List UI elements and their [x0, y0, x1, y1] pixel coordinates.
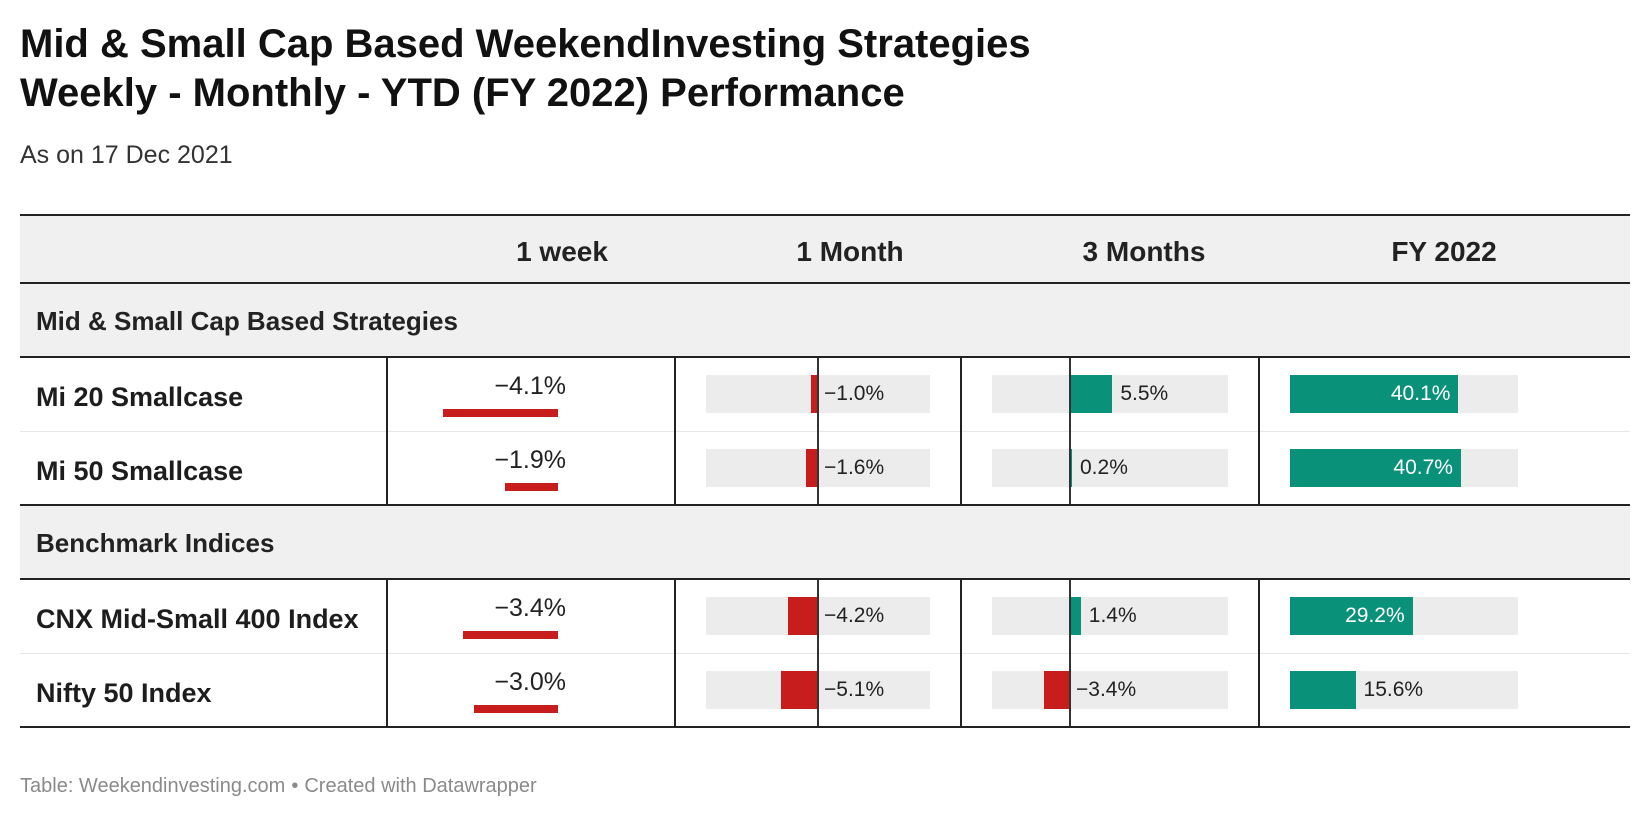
row-label: Nifty 50 Index: [36, 678, 212, 708]
value-bar: [1070, 375, 1113, 413]
group-bottom-rule: [20, 504, 1630, 506]
value-bar: [806, 449, 818, 487]
group-label: Mid & Small Cap Based Strategies: [36, 306, 458, 336]
bar-value: −4.2%: [824, 604, 885, 627]
table-header-row: 1 week 1 Month 3 Months FY 2022: [20, 214, 1630, 284]
column-header-1-week: 1 week: [516, 236, 608, 267]
bar-value: 1.4%: [1088, 604, 1137, 627]
week-value: −3.0%: [494, 668, 566, 696]
value-bar: [1290, 671, 1356, 709]
week-bar: [504, 483, 558, 491]
zero-axis-line: [817, 580, 819, 726]
bar-value: −5.1%: [824, 678, 885, 701]
footer-separator: •: [291, 775, 299, 797]
value-bar: [1043, 671, 1070, 709]
table-row: CNX Mid-Small 400 Index −3.4% −4.2% 1.4% 29.…: [20, 580, 1630, 654]
table-row: Mi 20 Smallcase −4.1% −1.0% 5.5% 40.1%: [20, 358, 1630, 432]
column-header-3-months: 3 Months: [1082, 236, 1206, 267]
value-bar: [1290, 375, 1459, 413]
zero-axis-line: [1069, 580, 1071, 726]
bar-track: [992, 671, 1228, 709]
column-separator: [960, 358, 962, 504]
group-row: Benchmark Indices: [20, 506, 1630, 580]
bar-value: −3.4%: [1076, 678, 1137, 701]
bar-value: 15.6%: [1363, 678, 1424, 701]
value-bar: [787, 597, 818, 635]
group-bottom-rule: [20, 726, 1630, 728]
column-separator: [674, 580, 676, 726]
row-label: CNX Mid-Small 400 Index: [36, 604, 359, 634]
footer-credit: Created with Datawrapper: [304, 775, 537, 797]
footer-source: Table: Weekendinvesting.com: [20, 775, 286, 797]
zero-axis-line: [817, 358, 819, 504]
zero-axis-line: [1069, 358, 1071, 504]
chart-subtitle: As on 17 Dec 2021: [20, 141, 233, 169]
table-row: Nifty 50 Index −3.0% −5.1% −3.4% 15.6%: [20, 654, 1630, 728]
column-separator: [386, 358, 388, 504]
chart-footer: Table: Weekendinvesting.com • Created with…: [20, 775, 537, 798]
column-separator: [674, 358, 676, 504]
table-row: Mi 50 Smallcase −1.9% −1.6% 0.2% 40.7%: [20, 432, 1630, 506]
value-bar: [1290, 449, 1461, 487]
bar-track: [992, 597, 1228, 635]
week-bar: [462, 631, 558, 639]
column-separator: [1258, 358, 1260, 504]
bar-value: −1.6%: [824, 456, 885, 479]
column-header-fy-2022: FY 2022: [1391, 236, 1497, 267]
week-value: −4.1%: [494, 372, 566, 400]
bar-value: 29.2%: [1345, 604, 1405, 627]
row-divider: [20, 431, 1630, 432]
chart-title: Mid & Small Cap Based WeekendInvesting S…: [20, 20, 1031, 118]
bar-value: 5.5%: [1120, 382, 1169, 405]
column-separator: [960, 580, 962, 726]
value-bar: [1070, 597, 1081, 635]
bar-value: 0.2%: [1080, 456, 1128, 479]
bar-value: −1.0%: [824, 382, 885, 405]
value-bar: [781, 671, 818, 709]
row-divider: [20, 653, 1630, 654]
bar-track: [992, 449, 1228, 487]
row-label: Mi 50 Smallcase: [36, 456, 244, 486]
week-bar: [474, 705, 558, 713]
column-separator: [386, 580, 388, 726]
row-label: Mi 20 Smallcase: [36, 382, 244, 412]
value-bar: [810, 375, 818, 413]
column-header-1-month: 1 Month: [796, 236, 904, 267]
value-bar: [1290, 597, 1413, 635]
value-bar: [1070, 449, 1072, 487]
title-line-2: Weekly - Monthly - YTD (FY 2022) Perform…: [20, 71, 905, 115]
column-separator: [1258, 580, 1260, 726]
title-line-1: Mid & Small Cap Based WeekendInvesting S…: [20, 22, 1031, 66]
week-value: −1.9%: [494, 446, 566, 474]
group-row: Mid & Small Cap Based Strategies: [20, 284, 1630, 358]
bar-value: 40.7%: [1393, 456, 1453, 479]
week-value: −3.4%: [494, 594, 566, 622]
bar-value: 40.1%: [1390, 382, 1451, 405]
week-bar: [443, 409, 558, 417]
group-label: Benchmark Indices: [36, 528, 275, 558]
